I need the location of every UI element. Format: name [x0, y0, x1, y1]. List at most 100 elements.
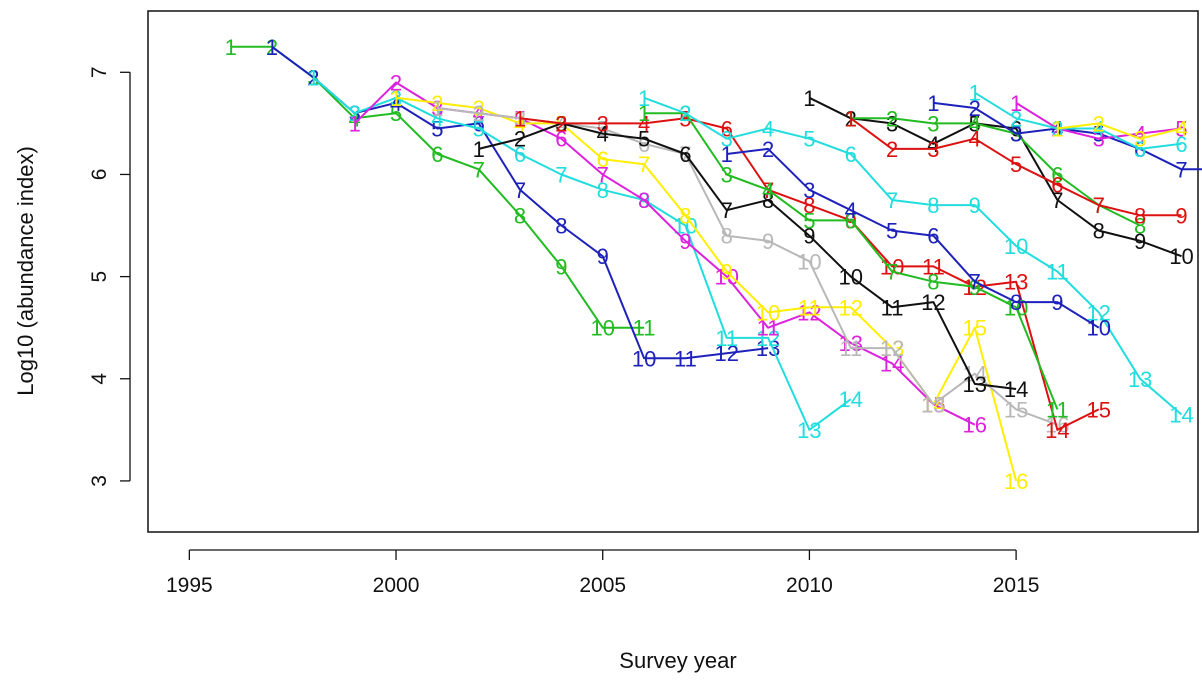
y-tick-label: 3 [88, 475, 111, 487]
point-label: 8 [721, 224, 733, 249]
point-label: 7 [969, 270, 981, 295]
point-label: 14 [1004, 377, 1028, 402]
point-label: 8 [1010, 290, 1022, 315]
point-label: 1 [514, 106, 526, 131]
point-label: 5 [390, 101, 402, 126]
point-label: 7 [721, 198, 733, 223]
x-tick-label: 2010 [786, 574, 833, 597]
y-axis-title: Log10 (abundance index) [13, 146, 38, 396]
series-line [230, 45, 645, 329]
point-label: 6 [555, 127, 567, 152]
series-line [850, 117, 1141, 227]
point-label: 4 [1175, 117, 1187, 142]
plot-frame [147, 10, 1199, 533]
point-label: 9 [721, 260, 733, 285]
series-15: 12 3 4 5 [1010, 91, 1188, 152]
point-label: 14 [1169, 403, 1193, 428]
point-label: 2 [969, 96, 981, 121]
point-label: 10 [880, 254, 904, 279]
point-label: 3 [721, 163, 733, 188]
point-label: 12 [921, 290, 945, 315]
point-label: 13 [921, 392, 945, 417]
point-label: 12 [880, 336, 904, 361]
point-label: 3 [473, 96, 485, 121]
point-label: 8 [638, 188, 650, 213]
point-label: 14 [1045, 418, 1069, 443]
point-label: 4 [1134, 122, 1146, 147]
point-label: 9 [1051, 290, 1063, 315]
point-label: 7 [597, 163, 609, 188]
point-label: 3 [1010, 122, 1022, 147]
point-label: 9 [762, 229, 774, 254]
point-label: 10 [714, 265, 738, 290]
x-tick-label: 2000 [373, 574, 420, 597]
point-label: 7 [473, 157, 485, 182]
point-label: 8 [679, 203, 691, 228]
x-tick-label: 2015 [993, 574, 1040, 597]
point-label: 13 [1128, 367, 1152, 392]
series-line [808, 96, 1182, 258]
point-label: 4 [1093, 117, 1105, 142]
point-label: 6 [927, 224, 939, 249]
point-label: 3 [803, 178, 815, 203]
point-label: 10 [756, 300, 780, 325]
point-label: 8 [762, 188, 774, 213]
point-label: 11 [839, 336, 862, 361]
point-label: 2 [886, 137, 898, 162]
point-label: 10 [590, 316, 614, 341]
point-label: 15 [963, 316, 987, 341]
point-label: 3 [927, 137, 939, 162]
point-label: 4 [969, 127, 981, 152]
point-label: 3 [927, 111, 939, 136]
y-tick-label: 6 [88, 169, 111, 181]
point-label: 2 [1010, 106, 1022, 131]
series-line [1015, 102, 1182, 140]
point-label: 15 [1004, 397, 1028, 422]
point-label: 3 [597, 111, 609, 136]
point-label: 10 [839, 265, 863, 290]
point-label: 5 [803, 127, 815, 152]
point-label: 2 [514, 127, 526, 152]
point-label: 7 [1093, 193, 1105, 218]
point-label: 12 [839, 295, 863, 320]
y-tick-label: 4 [88, 373, 111, 385]
point-label: 13 [797, 418, 821, 443]
point-label: 5 [803, 208, 815, 233]
point-label: 10 [1169, 244, 1193, 269]
y-tick-label: 7 [88, 66, 111, 78]
series-line [974, 91, 1182, 150]
point-label: 7 [886, 260, 898, 285]
point-label: 8 [597, 178, 609, 203]
series-line [933, 101, 1202, 171]
point-label: 11 [715, 326, 738, 351]
point-label: 2 [390, 71, 402, 96]
point-label: 1 [266, 35, 278, 60]
series-line [312, 76, 852, 431]
point-label: 4 [845, 198, 857, 223]
point-label: 6 [431, 142, 443, 167]
point-label: 13 [1004, 270, 1028, 295]
point-label: 8 [514, 203, 526, 228]
point-label: 5 [473, 117, 485, 142]
series-line [478, 122, 1017, 390]
y-axis: 3 4 5 6 7 [88, 66, 131, 487]
point-label: 9 [803, 224, 815, 249]
point-label: 13 [963, 372, 987, 397]
point-label: 3 [721, 127, 733, 152]
point-label: 6 [1051, 173, 1063, 198]
point-label: 6 [845, 208, 857, 233]
point-label: 11 [1046, 397, 1069, 422]
point-label: 6 [679, 142, 691, 167]
point-label: 2 [555, 111, 567, 136]
point-label: 1 [803, 86, 815, 111]
point-label: 7 [638, 152, 650, 177]
point-label: 5 [638, 127, 650, 152]
point-label: 10 [632, 346, 656, 371]
x-axis: 1995 2000 2005 2010 2015 [166, 549, 1040, 597]
series-line [1057, 122, 1182, 140]
point-label: 9 [597, 244, 609, 269]
